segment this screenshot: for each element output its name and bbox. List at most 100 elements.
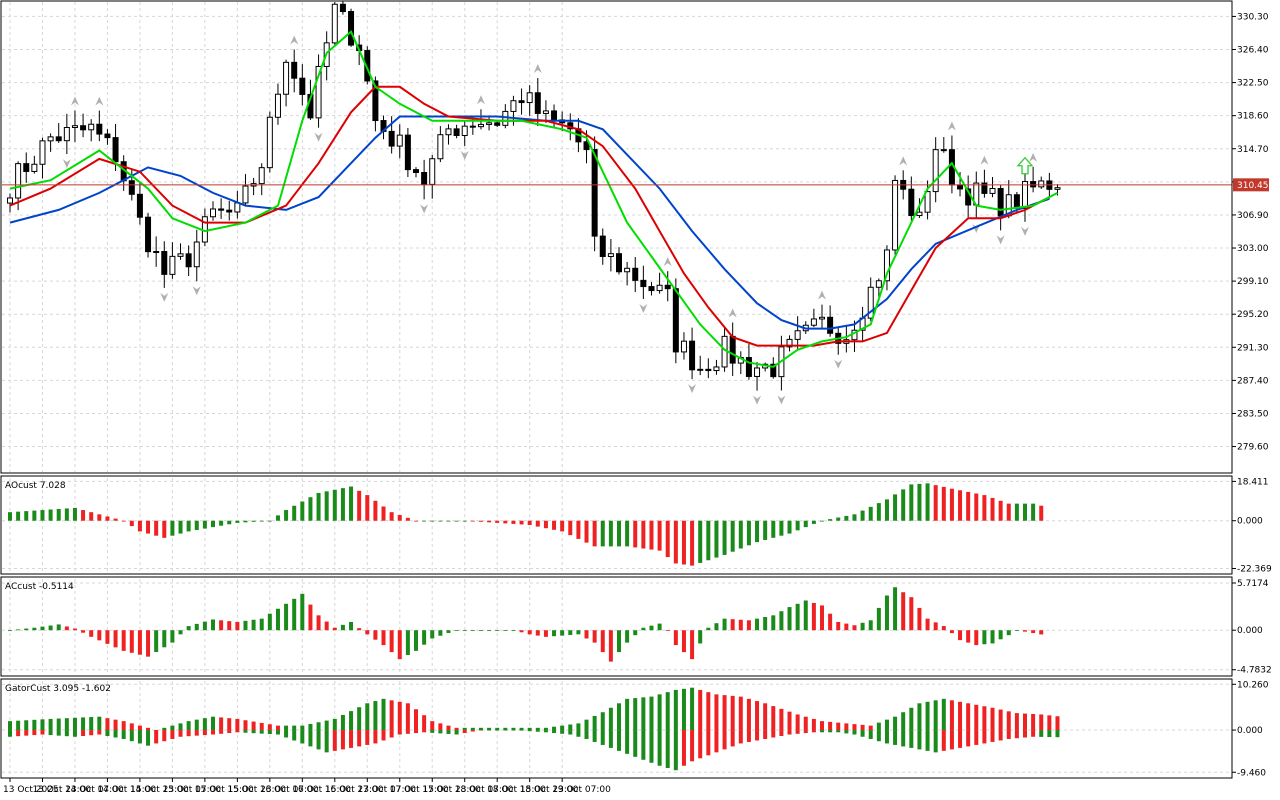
gator-lower-bar bbox=[909, 730, 914, 748]
histogram-bar bbox=[186, 626, 191, 631]
gator-upper-bar bbox=[535, 727, 540, 731]
histogram-bar bbox=[275, 608, 280, 631]
candle bbox=[957, 184, 964, 190]
candle bbox=[469, 125, 476, 128]
gator-upper-bar bbox=[576, 723, 581, 731]
histogram-bar bbox=[227, 621, 232, 631]
ao-panel[interactable]: AOcust 7.028 18.411 0.000 -22.369 bbox=[0, 475, 1272, 575]
candle bbox=[7, 197, 13, 204]
gator-upper-bar bbox=[730, 695, 735, 731]
histogram-bar bbox=[730, 619, 735, 631]
time-tick-label: 17 Oct 23:00 bbox=[422, 785, 481, 795]
candle bbox=[705, 368, 712, 372]
histogram-bar bbox=[828, 519, 833, 521]
price-tick-label: 326.40 bbox=[1237, 46, 1269, 56]
gator-lower-bar bbox=[32, 730, 37, 736]
gator-lower-bar bbox=[893, 730, 898, 745]
gator-lower-bar bbox=[958, 730, 963, 748]
gator-lower-bar bbox=[828, 730, 833, 733]
gator-upper-bar bbox=[876, 722, 881, 731]
gator-lower-bar bbox=[771, 730, 776, 738]
gator-lower-bar bbox=[608, 730, 613, 748]
candle bbox=[47, 136, 54, 142]
gator-lower-bar bbox=[535, 730, 540, 732]
histogram-bar bbox=[982, 495, 987, 521]
gator-lower-bar bbox=[211, 730, 215, 735]
histogram-bar bbox=[113, 518, 118, 521]
histogram-bar bbox=[64, 508, 69, 521]
candle bbox=[534, 92, 541, 114]
time-tick-label: 13 Oct 23:00 bbox=[32, 785, 91, 795]
gator-upper-bar bbox=[48, 718, 53, 731]
gator-upper-bar bbox=[925, 701, 930, 731]
histogram-bar bbox=[714, 623, 719, 631]
histogram-bar bbox=[24, 628, 29, 631]
histogram-bar bbox=[584, 520, 589, 543]
gator-lower-bar bbox=[966, 730, 971, 747]
histogram-bar bbox=[81, 630, 86, 633]
fractal-down-marker bbox=[460, 150, 469, 160]
indicator-tick-label: 0.000 bbox=[1237, 626, 1263, 636]
histogram-bar bbox=[72, 628, 77, 631]
main-price-panel[interactable]: 330.30326.40322.50318.60314.70310.80306.… bbox=[0, 0, 1269, 474]
histogram-bar bbox=[332, 489, 337, 521]
histogram-bar bbox=[925, 483, 930, 521]
gator-upper-bar bbox=[81, 717, 86, 731]
candle bbox=[640, 279, 647, 288]
candle bbox=[819, 316, 825, 320]
ac-panel[interactable]: ACcust -0.5114 5.7174 0.000 -4.7832 bbox=[0, 576, 1272, 677]
histogram-bar bbox=[259, 618, 264, 631]
gator-upper-bar bbox=[1031, 714, 1036, 731]
candle bbox=[607, 253, 614, 257]
gator-upper-bar bbox=[714, 694, 719, 731]
histogram-bar bbox=[170, 520, 175, 536]
candle bbox=[39, 140, 46, 165]
fractal-up-marker bbox=[70, 96, 79, 106]
gator-lower-bar bbox=[690, 730, 695, 762]
gator-lower-bar bbox=[949, 730, 954, 750]
gator-lower-bar bbox=[1039, 730, 1044, 737]
histogram-bar bbox=[316, 615, 321, 631]
candle bbox=[883, 249, 890, 282]
candle bbox=[396, 134, 403, 147]
candle bbox=[542, 110, 549, 114]
gator-lower-bar bbox=[665, 730, 670, 768]
gator-lower-bar bbox=[81, 730, 86, 737]
gator-upper-bar bbox=[357, 707, 362, 731]
gator-lower-bar bbox=[478, 730, 483, 731]
histogram-bar bbox=[487, 520, 492, 523]
histogram-bar bbox=[462, 630, 467, 632]
histogram-bar bbox=[820, 605, 824, 631]
price-tick-label: 299.10 bbox=[1237, 277, 1269, 287]
time-tick-label: 18 Oct 07:00 bbox=[455, 785, 514, 795]
histogram-bar bbox=[722, 520, 727, 555]
histogram-bar bbox=[698, 520, 703, 563]
gator-lower-bar bbox=[324, 730, 329, 753]
gator-upper-bar bbox=[113, 719, 118, 731]
histogram-bar bbox=[146, 520, 151, 534]
time-tick-label: 17 Oct 15:00 bbox=[390, 785, 449, 795]
candle bbox=[226, 209, 233, 213]
gator-lower-bar bbox=[925, 730, 930, 751]
gator-lower-bar bbox=[292, 730, 297, 741]
candle bbox=[315, 65, 322, 119]
candle bbox=[810, 318, 817, 326]
candle bbox=[55, 136, 62, 142]
histogram-bar bbox=[56, 508, 61, 521]
candle bbox=[372, 80, 379, 122]
gator-upper-bar bbox=[462, 727, 467, 731]
histogram-bar bbox=[454, 630, 459, 632]
histogram-bar bbox=[275, 515, 280, 521]
histogram-bar bbox=[941, 486, 946, 521]
candle bbox=[169, 255, 176, 275]
candle bbox=[364, 50, 371, 82]
gator-upper-bar bbox=[844, 723, 849, 731]
histogram-bar bbox=[219, 620, 224, 631]
histogram-bar bbox=[438, 520, 443, 522]
gator-lower-bar bbox=[259, 730, 264, 734]
gator-upper-bar bbox=[560, 725, 565, 731]
candle bbox=[339, 3, 346, 13]
gator-upper-bar bbox=[487, 727, 492, 731]
gator-panel[interactable]: GatorCust 3.095 -1.602 10.260 0.000 -9.460 bbox=[0, 678, 1269, 779]
